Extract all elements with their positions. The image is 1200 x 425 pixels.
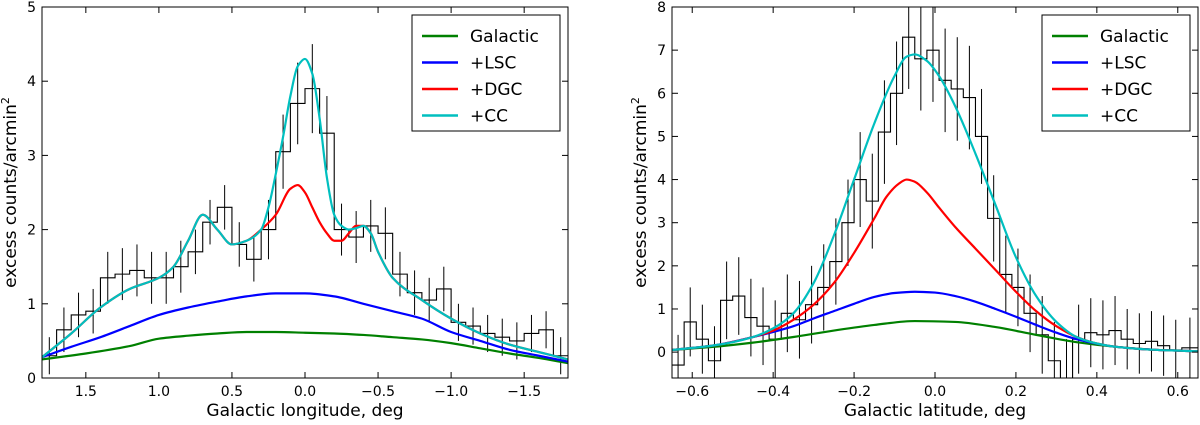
series-line (42, 57, 568, 361)
plot-area (42, 44, 568, 375)
legend-label: +LSC (470, 54, 516, 74)
series-line (672, 290, 1198, 353)
y-axis-label-superscript: 2 (629, 97, 642, 104)
legend-label: +CC (1100, 107, 1138, 127)
x-axis-label: Galactic longitude, deg (206, 401, 403, 421)
x-tick-label: −0.5 (361, 384, 395, 400)
y-tick-label: 0 (657, 345, 666, 361)
y-axis-label-text: excess counts/arcmin (631, 104, 651, 288)
x-tick-label: 0.5 (221, 384, 243, 400)
legend: Galactic +LSC +DGC +CC (411, 14, 561, 132)
y-tick-label: 3 (27, 148, 36, 164)
x-tick-label: 1.5 (75, 384, 97, 400)
y-axis-label: excess counts/arcmin2 (629, 97, 651, 288)
y-axis-label-superscript: 2 (0, 97, 12, 104)
x-tick-label: −1.5 (507, 384, 541, 400)
legend-box (411, 14, 561, 132)
y-tick-label: 2 (657, 259, 666, 275)
legend-label: +DGC (1100, 80, 1152, 100)
panel-latitude: −0.6 −0.4 −0.2 0.0 0.2 0.4 0.6 0 1 2 3 4 5 6 7 8 Galacti… (629, 0, 1199, 421)
x-tick-label: 0.0 (294, 384, 316, 400)
y-tick-label: 0 (27, 371, 36, 387)
y-tick-label: 2 (27, 223, 36, 239)
x-tick-label: 0.2 (1005, 384, 1027, 400)
x-tick-label: −0.4 (756, 384, 790, 400)
y-axis-label: excess counts/arcmin2 (0, 97, 21, 288)
y-tick-label: 1 (657, 302, 666, 318)
plot-area (672, 7, 1198, 378)
legend-label: +CC (470, 107, 508, 127)
x-tick-label: 0.4 (1086, 384, 1108, 400)
data-histogram (42, 88, 568, 357)
y-tick-label: 4 (27, 74, 36, 90)
y-tick-label: 5 (657, 129, 666, 145)
panel-longitude: 1.5 1.0 0.5 0.0 −0.5 −1.0 −1.5 0 1 2 3 4 5 Galactic l… (0, 0, 569, 421)
x-tick-label: 1.0 (148, 384, 170, 400)
y-tick-label: 1 (27, 297, 36, 313)
y-tick-label: 8 (657, 0, 666, 16)
series-line (42, 330, 568, 365)
legend: Galactic +LSC +DGC +CC (1041, 14, 1191, 132)
legend-label: +LSC (1100, 54, 1146, 74)
y-tick-label: 5 (27, 0, 36, 16)
y-tick-label: 6 (657, 86, 666, 102)
legend-box (1041, 14, 1191, 132)
x-tick-label: −1.0 (434, 384, 468, 400)
y-tick-label: 7 (657, 43, 666, 59)
x-axis-label: Galactic latitude, deg (844, 401, 1026, 421)
x-tick-label: 0.0 (924, 384, 946, 400)
x-tick-label: −0.6 (675, 384, 709, 400)
series-line (42, 292, 568, 363)
x-tick-label: 0.6 (1167, 384, 1189, 400)
legend-label: +DGC (470, 80, 522, 100)
y-tick-label: 3 (657, 216, 666, 232)
y-axis-label-text: excess counts/arcmin (1, 104, 21, 288)
legend-label: Galactic (1100, 27, 1169, 47)
y-tick-label: 4 (657, 173, 666, 189)
series-line (672, 53, 1198, 353)
legend-label: Galactic (470, 27, 539, 47)
x-tick-label: −0.2 (837, 384, 871, 400)
